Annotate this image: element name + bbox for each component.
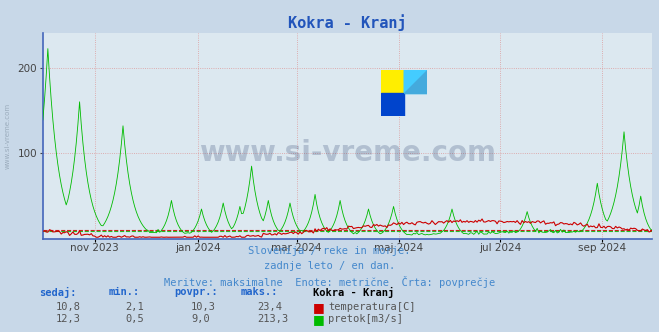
Text: 12,3: 12,3	[56, 314, 81, 324]
Text: pretok[m3/s]: pretok[m3/s]	[328, 314, 403, 324]
Text: 213,3: 213,3	[257, 314, 288, 324]
Text: ■: ■	[313, 300, 325, 314]
Text: sedaj:: sedaj:	[40, 287, 77, 298]
Text: 23,4: 23,4	[257, 302, 282, 312]
Text: maks.:: maks.:	[241, 287, 278, 297]
Text: www.si-vreme.com: www.si-vreme.com	[5, 103, 11, 169]
Text: zadnje leto / en dan.: zadnje leto / en dan.	[264, 261, 395, 271]
Text: 10,8: 10,8	[56, 302, 81, 312]
Text: temperatura[C]: temperatura[C]	[328, 302, 416, 312]
Text: Slovenija / reke in morje.: Slovenija / reke in morje.	[248, 246, 411, 256]
Text: 9,0: 9,0	[191, 314, 210, 324]
Polygon shape	[405, 70, 428, 93]
Text: Meritve: maksimalne  Enote: metrične  Črta: povprečje: Meritve: maksimalne Enote: metrične Črta…	[164, 276, 495, 288]
Text: 2,1: 2,1	[125, 302, 144, 312]
Text: povpr.:: povpr.:	[175, 287, 218, 297]
Text: 10,3: 10,3	[191, 302, 216, 312]
Text: min.:: min.:	[109, 287, 140, 297]
Text: www.si-vreme.com: www.si-vreme.com	[199, 138, 496, 167]
Title: Kokra - Kranj: Kokra - Kranj	[288, 14, 407, 31]
Text: ■: ■	[313, 313, 325, 326]
Polygon shape	[381, 70, 405, 93]
Polygon shape	[381, 93, 405, 116]
Polygon shape	[405, 70, 428, 93]
Text: 0,5: 0,5	[125, 314, 144, 324]
Polygon shape	[405, 70, 428, 93]
Text: Kokra - Kranj: Kokra - Kranj	[313, 287, 394, 298]
